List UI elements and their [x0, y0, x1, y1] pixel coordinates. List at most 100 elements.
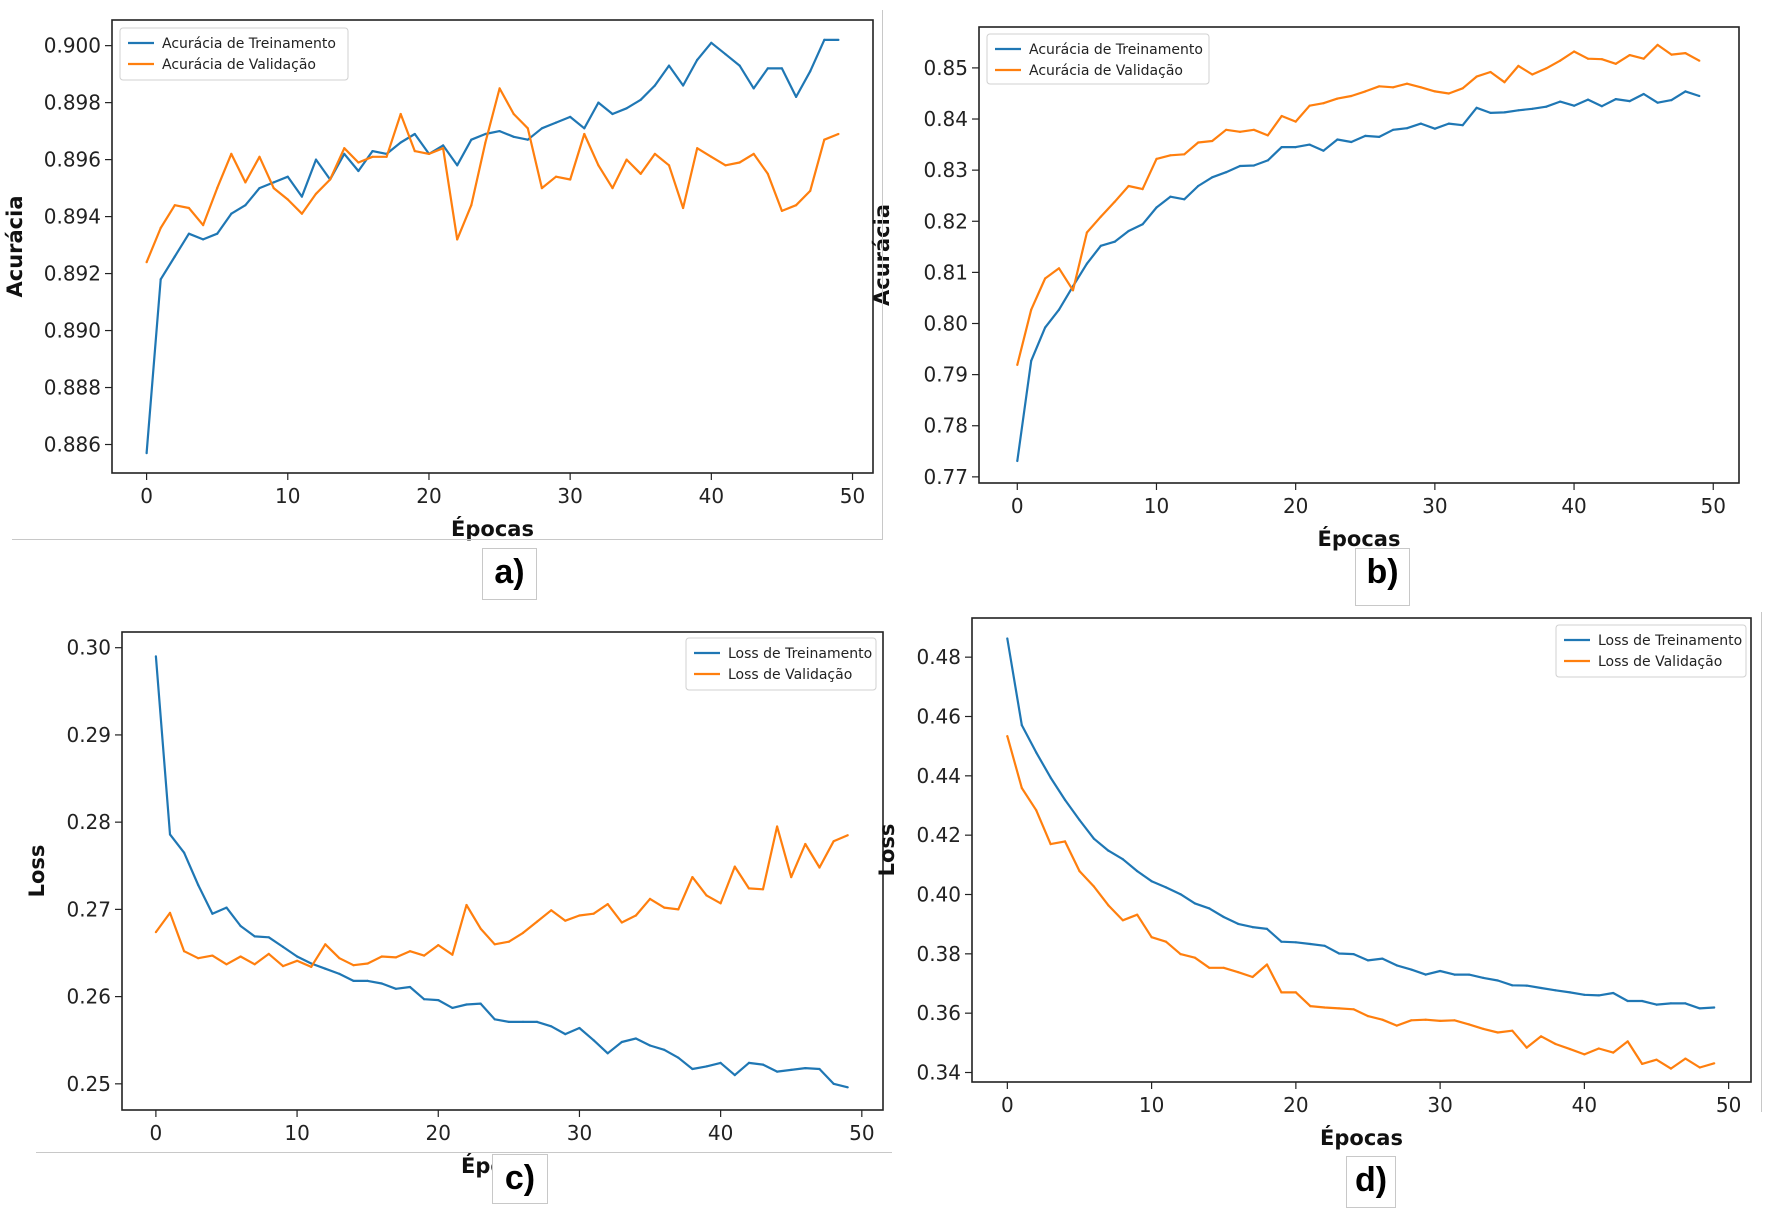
x-tick-label: 10: [1139, 1093, 1164, 1117]
y-tick-label: 0.896: [44, 148, 101, 172]
data-point: [1600, 105, 1603, 108]
data-point: [1364, 90, 1367, 93]
series-line-validation: [145, 87, 839, 263]
data-point: [1251, 926, 1254, 929]
data-point: [625, 158, 628, 161]
data-point: [733, 1074, 736, 1077]
data-point: [1540, 986, 1543, 990]
data-point: [1183, 153, 1186, 156]
data-point: [423, 998, 426, 1001]
y-tick-label: 0.26: [66, 985, 111, 1009]
data-point: [776, 1070, 779, 1073]
data-point: [1545, 67, 1548, 70]
data-point: [408, 950, 412, 953]
data-point: [338, 972, 341, 976]
data-point: [465, 1003, 468, 1006]
data-point: [1197, 141, 1200, 144]
y-axis-label: Acurácia: [3, 196, 27, 298]
legend-label-training: Acurácia de Treinamento: [162, 36, 336, 52]
data-point: [371, 155, 374, 158]
data-point: [187, 206, 190, 210]
data-point: [1453, 973, 1456, 976]
data-point: [1684, 52, 1687, 55]
data-point: [394, 987, 397, 990]
data-point: [1252, 164, 1255, 167]
data-point: [1280, 114, 1283, 118]
data-point: [1364, 134, 1367, 137]
panel-d-frame-right: [1761, 612, 1762, 1112]
legend-box: [1555, 624, 1747, 678]
data-point: [352, 979, 355, 983]
data-point: [239, 955, 242, 958]
data-point: [512, 135, 515, 138]
data-point: [498, 130, 501, 133]
data-point: [394, 956, 397, 959]
data-point: [1113, 200, 1116, 203]
data-point: [526, 138, 529, 141]
data-point: [569, 178, 572, 181]
data-point: [719, 1061, 722, 1064]
data-point: [173, 255, 176, 258]
x-tick-label: 40: [708, 1121, 733, 1145]
data-point: [1641, 999, 1644, 1003]
plot-area: [121, 631, 884, 1111]
data-point: [314, 158, 318, 161]
data-point: [1237, 922, 1240, 926]
x-tick-label: 40: [1561, 494, 1586, 518]
data-point: [296, 959, 299, 962]
data-point: [1150, 880, 1153, 883]
data-point: [719, 902, 722, 905]
legend: Loss de Treinamento Loss de Validação: [1555, 624, 1747, 678]
legend-box: [119, 27, 349, 81]
data-point: [286, 198, 289, 201]
data-point: [752, 152, 755, 155]
y-tick-label: 0.46: [916, 704, 961, 728]
data-point: [1461, 124, 1464, 127]
data-point: [159, 226, 162, 230]
data-point: [780, 67, 784, 70]
data-point: [1352, 953, 1355, 956]
data-point: [1164, 886, 1168, 889]
data-point: [766, 172, 769, 175]
data-point: [1612, 991, 1615, 995]
data-point: [1208, 907, 1211, 910]
data-point: [1670, 99, 1673, 102]
data-point: [747, 1061, 751, 1064]
y-tick-label: 0.44: [916, 764, 961, 788]
series-line-validation: [1016, 43, 1700, 366]
data-point: [1020, 724, 1023, 727]
x-tick-label: 10: [275, 484, 300, 508]
data-point: [1308, 104, 1311, 107]
data-point: [1655, 1003, 1658, 1006]
data-point: [1136, 870, 1139, 873]
data-point: [1503, 81, 1506, 84]
data-point: [809, 189, 812, 192]
y-tick-label: 0.79: [923, 363, 968, 387]
data-point: [592, 1039, 595, 1042]
data-point: [1078, 818, 1081, 822]
data-point: [324, 943, 327, 946]
data-point: [1467, 973, 1471, 976]
panel-label-d: d): [1346, 1156, 1396, 1208]
x-tick-label: 40: [1572, 1093, 1597, 1117]
data-point: [272, 181, 275, 184]
series-line-training: [1006, 638, 1715, 1010]
data-point: [173, 204, 176, 207]
x-axis-label: Épocas: [451, 516, 534, 541]
data-point: [1713, 1062, 1716, 1065]
data-point: [583, 127, 586, 130]
data-point: [258, 155, 261, 158]
data-point: [1155, 206, 1158, 209]
data-point: [1092, 837, 1095, 840]
y-tick-label: 0.77: [923, 465, 968, 489]
legend-label-validation: Acurácia de Validação: [1029, 63, 1183, 79]
data-point: [1099, 244, 1102, 247]
data-point: [1338, 952, 1341, 955]
data-point: [738, 64, 741, 67]
data-point: [272, 187, 275, 190]
y-tick-label: 0.892: [44, 262, 101, 286]
data-point: [554, 175, 558, 178]
data-point: [1016, 363, 1019, 366]
data-point: [1035, 751, 1038, 754]
data-point: [451, 953, 454, 956]
